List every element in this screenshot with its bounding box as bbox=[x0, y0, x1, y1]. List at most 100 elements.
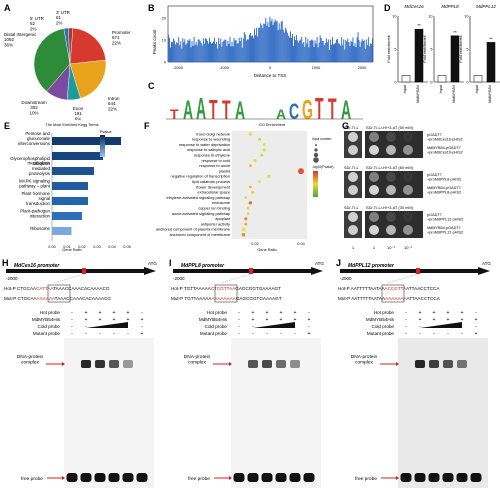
panel-letter-c: C bbox=[148, 81, 155, 91]
histogram-bar bbox=[183, 42, 185, 62]
go-term: extracellular space bbox=[198, 190, 230, 195]
promoter-arrow bbox=[144, 267, 156, 275]
histogram-bar bbox=[267, 21, 269, 62]
histogram-bar bbox=[182, 38, 184, 62]
histogram-bar bbox=[268, 27, 270, 62]
emsa-sign: - bbox=[127, 331, 129, 337]
panel-i-emsa: I MdPPL8 promoter -2000 ATG Hot-P TGTTAAAAAC… bbox=[169, 258, 324, 488]
d-bar bbox=[473, 75, 483, 83]
histogram-bar bbox=[305, 36, 307, 62]
free-probe-band bbox=[94, 473, 106, 482]
go-term: anchored component of plasma membrane bbox=[156, 227, 230, 232]
histogram-bar bbox=[273, 21, 275, 62]
y1h-construct-label: +proMdPPL12-pHIS2 bbox=[427, 218, 463, 222]
histogram-bar bbox=[185, 44, 187, 62]
histogram-bar bbox=[203, 43, 205, 62]
histogram-bar bbox=[356, 37, 358, 62]
emsa-sign: + bbox=[447, 310, 450, 316]
histogram-bar bbox=[355, 47, 357, 62]
emsa-sign: - bbox=[113, 331, 115, 337]
pie-slice bbox=[69, 27, 107, 65]
yeast-spot bbox=[386, 225, 396, 235]
promoter-start: -2000 bbox=[173, 276, 185, 281]
histogram-bar bbox=[297, 40, 299, 62]
histogram-bar bbox=[317, 47, 319, 62]
emsa-condition-label: Mutant probe bbox=[367, 331, 395, 336]
pie-label: 3' UTR 61 2% bbox=[56, 10, 71, 25]
panel-d-charts: MdCes16 0 5 10 Fold enrichment Input MdMYB54 **… bbox=[387, 4, 500, 103]
complex-band bbox=[109, 360, 119, 368]
histogram-bar bbox=[196, 45, 198, 62]
emsa-condition-label: Cold probe bbox=[205, 324, 228, 329]
d-bar-label: MdMYB54 bbox=[416, 85, 420, 103]
panel-j-emsa: J MdPPL12 promoter -2000 ATG Hot-P AATTTTTAA… bbox=[336, 258, 491, 488]
histogram-bar bbox=[178, 37, 180, 62]
d-bar-label: MdMYB54 bbox=[452, 85, 456, 103]
pie-label: 5' UTR 52 2% bbox=[30, 16, 45, 31]
yeast-spot bbox=[369, 185, 379, 195]
histogram-bar bbox=[211, 43, 212, 62]
histogram-bar bbox=[200, 42, 202, 62]
d-sig: ** bbox=[489, 36, 493, 41]
pie-label: Exon 191 6% bbox=[73, 106, 84, 120]
yeast-spot bbox=[403, 132, 413, 142]
d-y-tick: 10 bbox=[464, 15, 468, 19]
histogram-bar bbox=[319, 35, 321, 62]
binding-site-marker bbox=[82, 268, 86, 274]
d-ylabel: Fold enrichment bbox=[459, 34, 463, 62]
complex-label: DNA-protein complex bbox=[184, 354, 211, 366]
emsa-sign: + bbox=[280, 310, 283, 316]
motif-letter: A bbox=[341, 95, 351, 122]
emsa-sign: + bbox=[127, 310, 130, 316]
free-probe-band bbox=[66, 473, 78, 482]
emsa-sign: + bbox=[475, 317, 478, 323]
go-plot-bg bbox=[232, 131, 307, 239]
d-chart-title: MdCes16 bbox=[404, 4, 424, 9]
motif-box bbox=[381, 284, 405, 303]
go-dot bbox=[258, 137, 262, 141]
histogram-bar bbox=[253, 38, 254, 62]
histogram-bar bbox=[316, 37, 318, 62]
go-term: response to cold bbox=[201, 158, 230, 163]
histogram-bar bbox=[276, 20, 278, 62]
emsa-sign: + bbox=[419, 317, 422, 323]
histogram-bar bbox=[292, 33, 293, 62]
emsa-sign: - bbox=[141, 324, 143, 330]
go-term: auxin-activated signaling pathway bbox=[172, 211, 230, 216]
probe-sequence: Mut-P AATTTTTAATAAAAAAAAAATTAACCTCCA bbox=[338, 296, 441, 301]
histogram-bar bbox=[228, 44, 230, 62]
kegg-legend-gradient bbox=[100, 135, 105, 157]
complex-label: DNA-protein complex bbox=[17, 354, 44, 366]
emsa-gel bbox=[64, 338, 154, 488]
free-probe-band bbox=[400, 473, 412, 482]
kegg-x-tick: 0.02 bbox=[78, 245, 85, 249]
histogram-bar bbox=[339, 43, 341, 62]
y1h-row-header: SD/-T/-L/-H/+3-AT (80 mM) bbox=[366, 165, 414, 170]
emsa-sign: - bbox=[447, 331, 449, 337]
yeast-spot bbox=[403, 212, 413, 222]
go-dot bbox=[267, 174, 271, 179]
complex-band bbox=[276, 360, 286, 368]
motif-box bbox=[47, 284, 71, 303]
histogram-bar bbox=[288, 37, 290, 62]
go-legend-gradient bbox=[313, 171, 318, 197]
histogram-bar bbox=[250, 32, 251, 62]
probe-sequence: Hot-P TGTTAAAAACTCGTTAAGAGCGGTGAAAAGT bbox=[171, 286, 281, 291]
histogram-bar bbox=[263, 23, 265, 62]
yeast-spot bbox=[348, 225, 358, 235]
go-dot bbox=[260, 153, 264, 157]
histogram-bar bbox=[361, 39, 363, 62]
panel-g-y1h: G SD/-T/-L SD/-T/-L/-H/+3-AT (50 mM) pGADT… bbox=[342, 121, 463, 250]
yeast-spot bbox=[348, 132, 358, 142]
complex-band bbox=[123, 360, 133, 368]
go-dot bbox=[248, 164, 252, 168]
pie-slice bbox=[69, 59, 107, 99]
histogram-bar bbox=[225, 39, 227, 62]
emsa-sign: + bbox=[419, 310, 422, 316]
d-bar bbox=[414, 28, 424, 83]
emsa-sign: + bbox=[280, 317, 283, 323]
histogram-bar bbox=[351, 41, 353, 62]
histogram-bar bbox=[357, 32, 359, 62]
